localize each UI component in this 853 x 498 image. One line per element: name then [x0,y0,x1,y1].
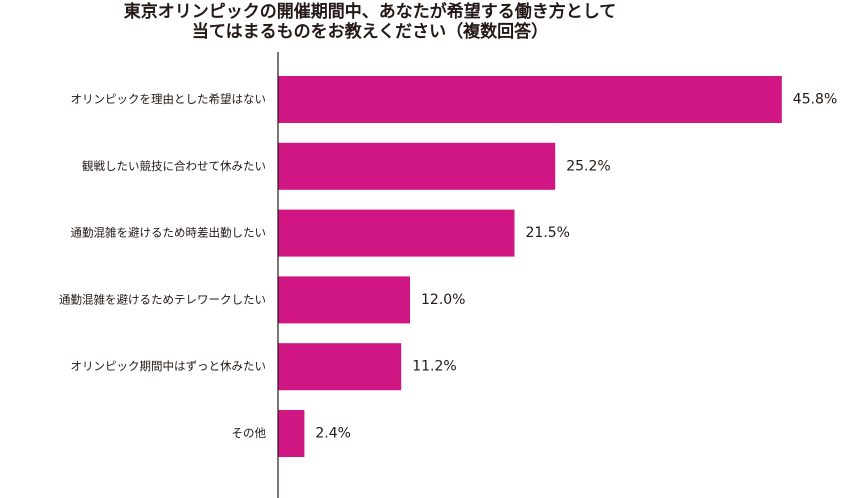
chart-title-line-2: 当てはまるものをお教えください（複数回答） [191,22,549,42]
bar [278,343,402,391]
bar [278,209,515,257]
value-label: 11.2% [412,359,456,375]
value-label: 45.8% [793,92,837,108]
value-label: 12.0% [421,292,465,308]
bar [278,142,556,190]
category-label: オリンピックを理由とした希望はない [71,92,267,106]
category-label: 通勤混雑を避けるため時差出勤したい [71,226,267,240]
value-label: 25.2% [566,158,610,174]
category-label: オリンピック期間中はずっと休みたい [71,359,267,373]
bar [278,76,782,123]
chart-title: 東京オリンピックの開催期間中、あなたが希望する働き方として 当てはまるものをお教… [0,2,740,42]
value-label: 21.5% [526,225,570,241]
category-label: その他 [232,426,267,440]
category-label: 通勤混雑を避けるためテレワークしたい [59,292,266,306]
bar [278,410,305,457]
bar [278,276,410,324]
category-label: 観戦したい競技に合わせて休みたい [82,159,266,173]
chart-title-line-1: 東京オリンピックの開催期間中、あなたが希望する働き方として [123,2,617,22]
value-label: 2.4% [315,426,351,442]
